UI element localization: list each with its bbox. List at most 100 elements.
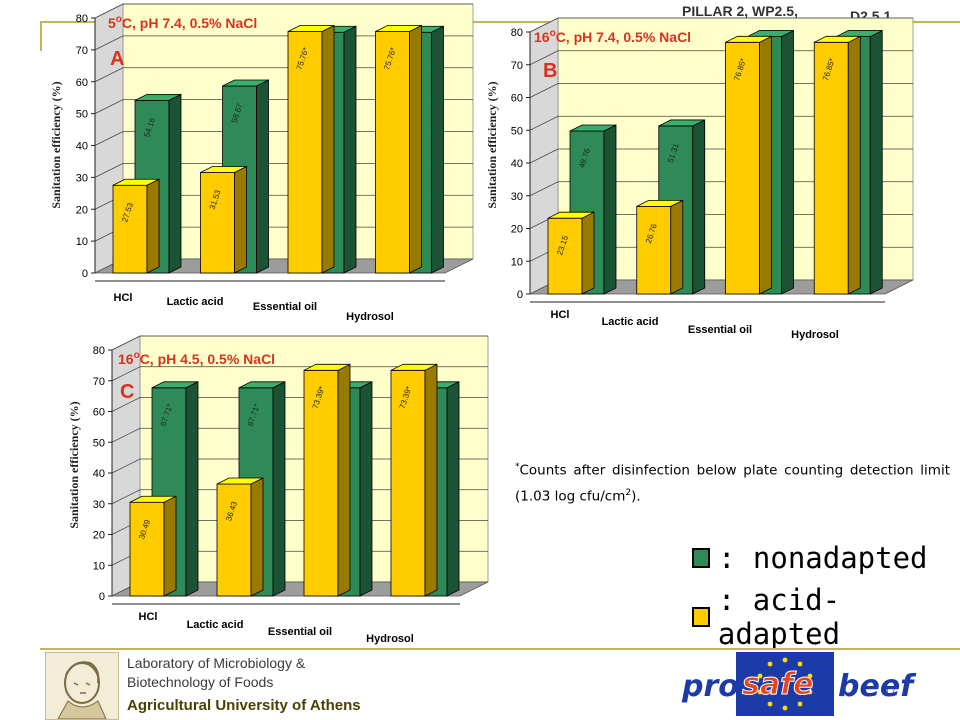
category-label: Lactic acid (602, 316, 659, 328)
logo-stars (757, 657, 813, 711)
condition-rest: C, pH 7.4, 0.5% NaCl (122, 15, 257, 31)
gridline (529, 17, 913, 33)
y-tick-label: 30 (93, 499, 105, 511)
category-label: HCl (551, 309, 570, 321)
panel-label: B (543, 60, 557, 82)
y-tick-label: 60 (511, 93, 523, 105)
bar-acid-adapted-top (303, 363, 351, 371)
category-label: Hydrosol (791, 329, 839, 341)
bar-acid-adapted-top (725, 35, 772, 43)
category-label: Lactic acid (167, 296, 224, 308)
gridline (529, 50, 913, 66)
bar-nonadapted-side (168, 93, 182, 274)
y-tick-label: 70 (511, 60, 523, 72)
header-rule (40, 21, 960, 23)
y-tick-label: 30 (76, 172, 88, 184)
bar-acid-adapted-front (390, 369, 426, 597)
footnote-star: * (515, 462, 520, 472)
category-label: Hydrosol (366, 633, 414, 645)
gridline (529, 115, 913, 131)
slide-number: 17 (884, 686, 897, 698)
bar-acid-adapted-top (216, 477, 264, 485)
bar-acid-adapted-top (814, 35, 861, 43)
y-tick-label: 80 (76, 13, 88, 25)
bar-acid-adapted-side (321, 24, 335, 274)
bar-nonadapted-top (569, 124, 617, 132)
bar-acid-adapted-side (250, 477, 264, 597)
panel-label: A (110, 48, 124, 70)
bar-acid-adapted-front (375, 31, 410, 274)
footnote-text: Counts after disinfection below plate co… (515, 462, 950, 505)
bar-nonadapted-side (869, 29, 883, 295)
category-label: Essential oil (268, 626, 332, 638)
gridline (529, 181, 913, 197)
footnote-sup: 2 (625, 487, 632, 498)
legend-item-acid-adapted: : acid-adapted (692, 583, 960, 651)
bar-acid-adapted-front (129, 501, 165, 597)
bar-acid-adapted: 30.49 (129, 495, 177, 597)
bar-acid-adapted-top (547, 211, 595, 219)
bar-nonadapted-side (185, 381, 199, 597)
bar-acid-adapted: 23.15 (547, 211, 595, 295)
y-tick-label: 20 (511, 224, 523, 236)
y-tick-label: 10 (93, 560, 105, 572)
condition-degree: o (134, 350, 140, 361)
bar-acid-adapted-top (200, 166, 247, 173)
y-tick-label: 20 (76, 204, 88, 216)
header-rule-corner (40, 21, 42, 51)
footer-rule (40, 648, 960, 650)
logo-flag (736, 652, 834, 716)
university-name: Agricultural University of Athens (127, 697, 361, 714)
condition-degree: o (116, 14, 122, 25)
y-tick-label: 80 (511, 27, 523, 39)
condition-temp: 16 (534, 29, 550, 45)
bar-acid-adapted-side (670, 199, 684, 295)
bar-acid-adapted-side (234, 165, 247, 274)
bar-nonadapted-side (446, 381, 460, 597)
y-tick-label: 60 (76, 77, 88, 89)
bar-nonadapted-top (238, 381, 286, 389)
bar-acid-adapted-front (200, 172, 235, 274)
legend-label-acid-adapted: : acid-adapted (717, 583, 841, 651)
logo-word-beef: beef (838, 669, 917, 704)
gridline (94, 3, 473, 19)
lab-name-line1: Laboratory of Microbiology & (127, 655, 306, 671)
bar-nonadapted-side (431, 25, 444, 274)
bar-acid-adapted-front (547, 217, 583, 295)
category-label: Essential oil (688, 324, 752, 336)
bar-nonadapted-side (781, 29, 794, 295)
bar-acid-adapted-top (129, 495, 177, 503)
y-tick-label: 0 (99, 591, 105, 603)
bar-nonadapted-top (134, 93, 182, 101)
y-tick-label: 50 (93, 437, 105, 449)
bar-nonadapted-side (603, 124, 617, 295)
footnote-end: ). (631, 488, 641, 504)
bar-acid-adapted-front (216, 483, 252, 597)
y-tick-label: 50 (511, 125, 523, 137)
bar-acid-adapted-front (725, 41, 760, 295)
chart-panel-C: 0102030405060708067.71*30.49HCl67.71*36.… (67, 335, 489, 645)
category-label: Lactic acid (187, 619, 244, 631)
legend-item-nonadapted: : nonadapted (692, 541, 928, 575)
chart-panel-A: 0102030405060708054.1627.53HCl58.6731.53… (49, 3, 474, 323)
gridline (529, 148, 913, 164)
bar-nonadapted-side (343, 25, 357, 274)
gridline (111, 366, 488, 382)
y-tick-label: 40 (93, 468, 105, 480)
bar-acid-adapted: 36.43 (216, 477, 264, 597)
y-tick-label: 0 (517, 289, 523, 301)
bar-acid-adapted-top (636, 199, 683, 207)
y-axis-title: Sanitation efficiency (%) (49, 81, 63, 208)
bar-acid-adapted-top (112, 178, 160, 186)
prosafebeef-logo: pro safe beef (681, 652, 917, 716)
lab-name-line2: Biotechnology of Foods (127, 674, 274, 690)
gridline (111, 335, 488, 351)
condition-title: 5oC, pH 7.4, 0.5% NaCl (108, 14, 257, 31)
bar-nonadapted-side (359, 381, 373, 597)
category-label: HCl (114, 292, 133, 304)
gridline (529, 83, 913, 98)
legend-swatch-acid-adapted (692, 607, 710, 627)
y-tick-label: 60 (93, 407, 105, 419)
bar-acid-adapted-side (409, 24, 422, 274)
bar-acid-adapted-side (163, 495, 177, 597)
